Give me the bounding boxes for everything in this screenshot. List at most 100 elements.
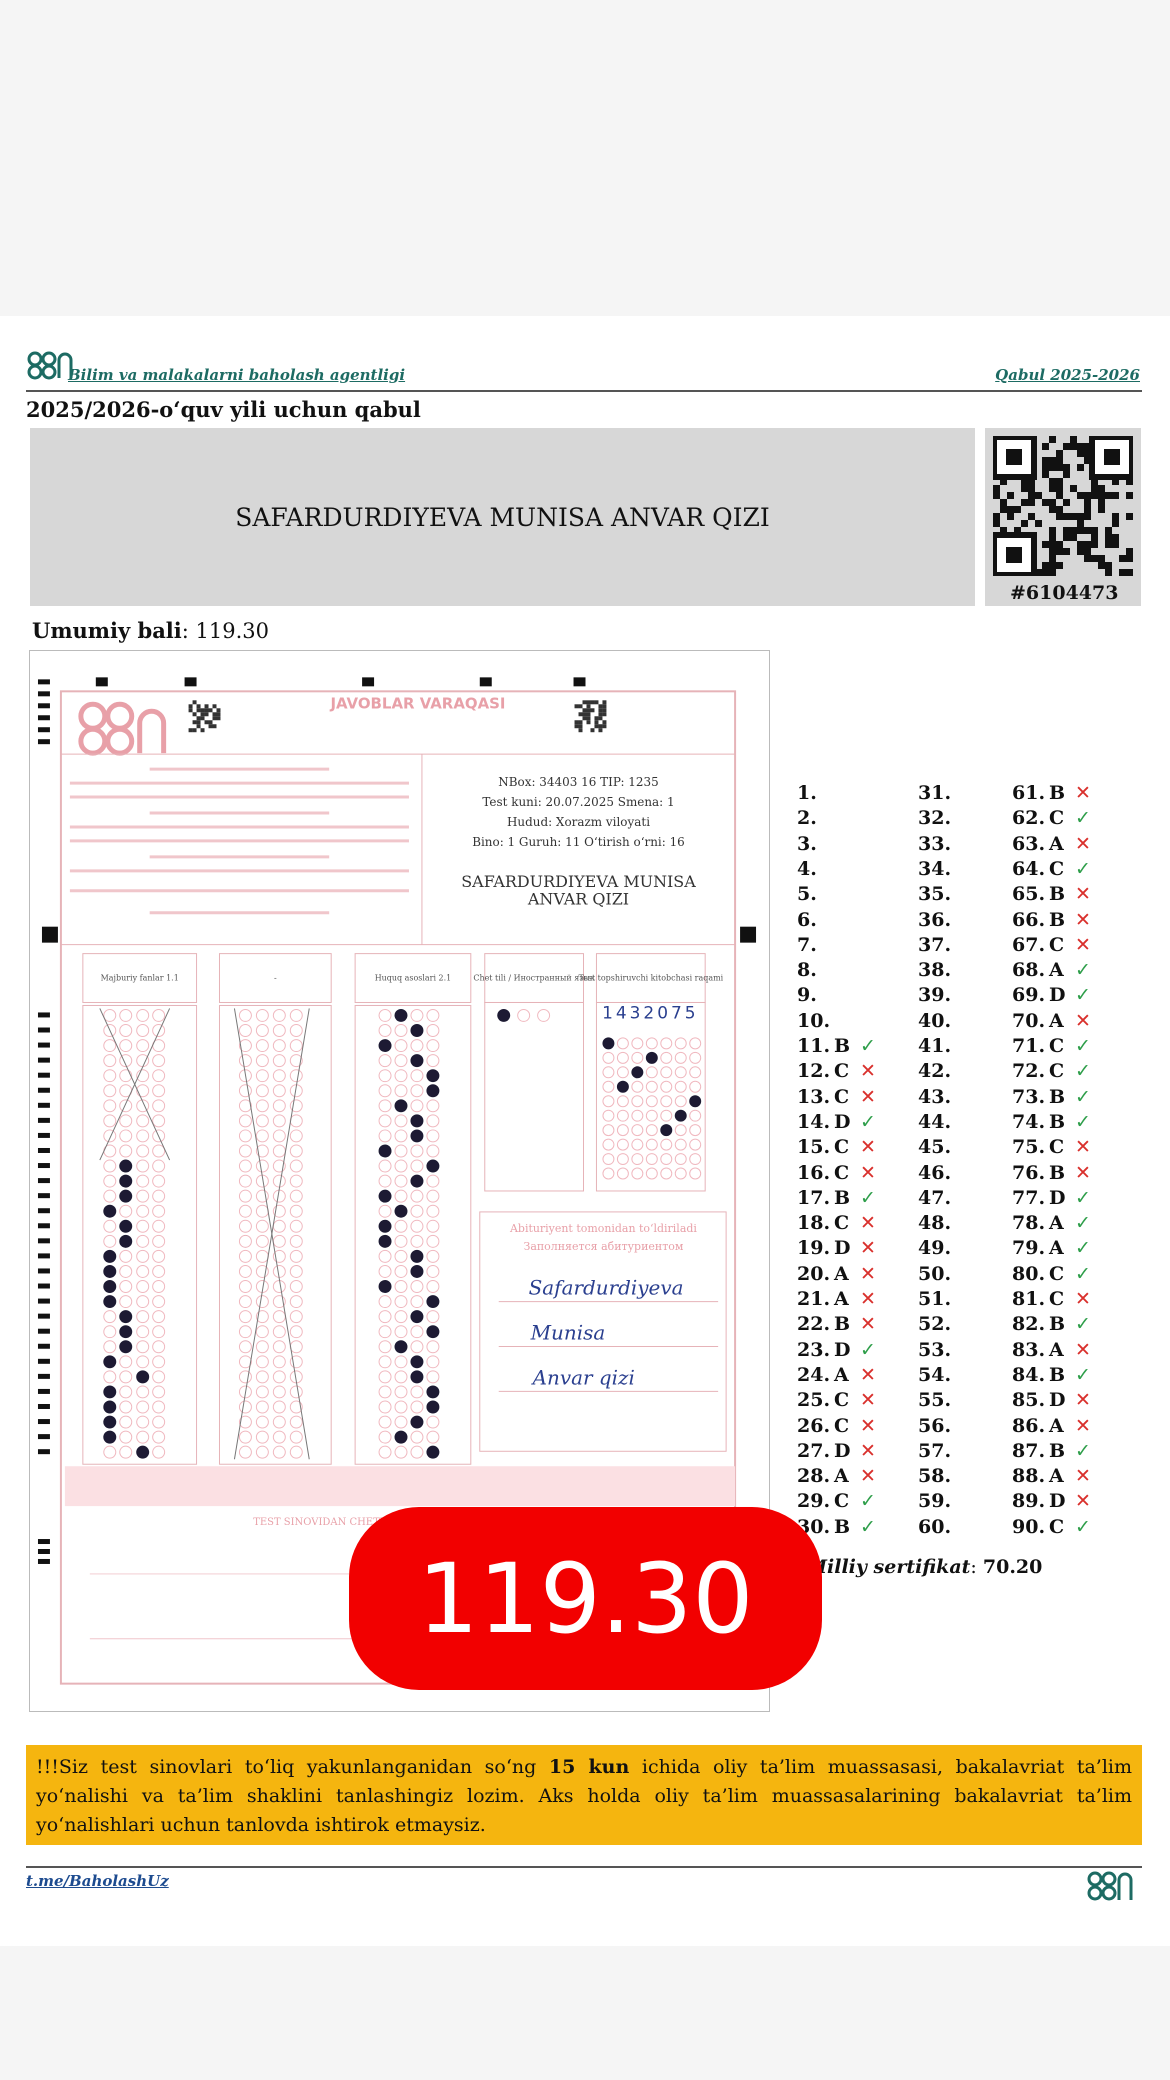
bubble	[255, 1385, 269, 1399]
answer-row: 27. D ✕	[797, 1440, 876, 1462]
question-number: 24.	[797, 1363, 831, 1386]
filled-bubble	[103, 1280, 117, 1293]
answer-mark: ✓	[1075, 1085, 1091, 1108]
bubble	[410, 1385, 424, 1399]
answer-row: 72. C ✓	[1012, 1060, 1091, 1082]
answer-row: 16. C ✕	[797, 1162, 876, 1184]
answer-row: 39.	[918, 984, 955, 1006]
bubble	[394, 1144, 408, 1158]
answer-mark: ✓	[1075, 1060, 1091, 1083]
question-number: 57.	[918, 1439, 952, 1462]
timing-mark	[37, 1268, 50, 1274]
qr-cell	[1126, 513, 1133, 520]
answer-row: 68. A ✓	[1012, 959, 1091, 981]
bubble	[631, 1109, 644, 1122]
question-number: 44.	[918, 1110, 952, 1133]
bubble	[152, 1219, 166, 1233]
bubble	[426, 1174, 440, 1188]
bubble	[103, 1370, 117, 1384]
question-number: 45.	[918, 1136, 952, 1159]
answer-row: 45.	[918, 1136, 955, 1158]
sheet-qr	[582, 708, 587, 713]
bubble	[136, 1295, 150, 1309]
answer-row: 29. C ✓	[797, 1490, 876, 1512]
sheet-qr	[204, 712, 209, 717]
bubble	[119, 1370, 133, 1384]
qr-cell	[993, 485, 1000, 492]
bubble	[426, 1234, 440, 1248]
question-number: 61.	[1012, 782, 1046, 804]
bubble	[238, 1340, 252, 1354]
sheet-qr	[192, 720, 197, 725]
qr-cell	[1077, 492, 1084, 499]
bubble	[289, 1189, 303, 1203]
timing-mark	[37, 727, 50, 733]
question-number: 66.	[1012, 908, 1046, 931]
qr-cell	[1042, 443, 1049, 450]
filled-bubble	[119, 1310, 133, 1324]
answer-row: 77. D ✓	[1012, 1187, 1091, 1209]
bubble	[394, 1189, 408, 1203]
bubble	[103, 1234, 117, 1248]
signature: Munisa	[530, 1321, 606, 1345]
answer-mark: ✕	[1075, 1389, 1091, 1412]
qr-cell	[1007, 492, 1014, 499]
question-number: 51.	[918, 1288, 952, 1310]
answer-letter: C	[1049, 807, 1065, 830]
bubble	[272, 1054, 286, 1068]
sheet-qr	[594, 700, 599, 705]
bubble	[689, 1167, 702, 1180]
timing-mark	[37, 1087, 50, 1093]
answer-mark: ✓	[1075, 857, 1091, 880]
qr-cell	[1077, 443, 1084, 450]
qr-cell	[1049, 534, 1056, 541]
qr-cell	[1084, 450, 1091, 457]
cross	[99, 1008, 171, 1161]
bubble	[660, 1066, 673, 1079]
bubble	[631, 1124, 644, 1137]
answer-letter: B	[1049, 1313, 1066, 1336]
filled-bubble	[394, 1099, 408, 1113]
bubble	[645, 1080, 658, 1093]
answer-row: 61. B ✕	[1012, 782, 1091, 804]
bubble	[272, 1234, 286, 1248]
sheet-qr	[212, 704, 217, 709]
agency: Bilim va malakalarni baholash agentligi	[68, 366, 406, 384]
answer-letter: C	[1049, 857, 1065, 880]
qr-cell	[1007, 506, 1014, 513]
answer-row: 78. A ✓	[1012, 1212, 1091, 1234]
qr-finder	[1006, 449, 1022, 465]
answer-row: 84. B ✓	[1012, 1364, 1091, 1386]
bubble	[152, 1445, 166, 1459]
filled-bubble	[119, 1189, 133, 1203]
sheet-qr	[598, 704, 603, 709]
bubble	[136, 1325, 150, 1339]
answer-row: 21. A ✕	[797, 1288, 876, 1310]
bubble	[616, 1167, 629, 1180]
answer-row: 10.	[797, 1010, 834, 1032]
qr-cell	[1112, 520, 1119, 527]
answer-row: 22. B ✕	[797, 1313, 876, 1335]
answer-letter: A	[1049, 1338, 1064, 1361]
sheet-qr	[602, 708, 607, 713]
qr-cell	[1014, 506, 1021, 513]
bubble	[674, 1051, 687, 1064]
bubble	[394, 1159, 408, 1173]
bubble	[289, 1325, 303, 1339]
score-line: Umumiy bali: 119.30	[32, 618, 270, 643]
bubble	[410, 1219, 424, 1233]
answer-row: 81. C ✕	[1012, 1288, 1091, 1310]
answer-letter: C	[834, 1085, 850, 1108]
bubble	[616, 1138, 629, 1151]
bubble	[674, 1095, 687, 1108]
bubble	[517, 1008, 531, 1022]
bubble	[631, 1051, 644, 1064]
bubble	[631, 1095, 644, 1108]
answer-row: 18. C ✕	[797, 1212, 876, 1234]
bubble	[152, 1159, 166, 1173]
timing-mark	[95, 677, 108, 687]
answer-row: 71. C ✓	[1012, 1035, 1091, 1057]
filled-bubble	[119, 1325, 133, 1339]
sheet-qr	[578, 704, 583, 709]
qr-cell	[1084, 541, 1091, 548]
